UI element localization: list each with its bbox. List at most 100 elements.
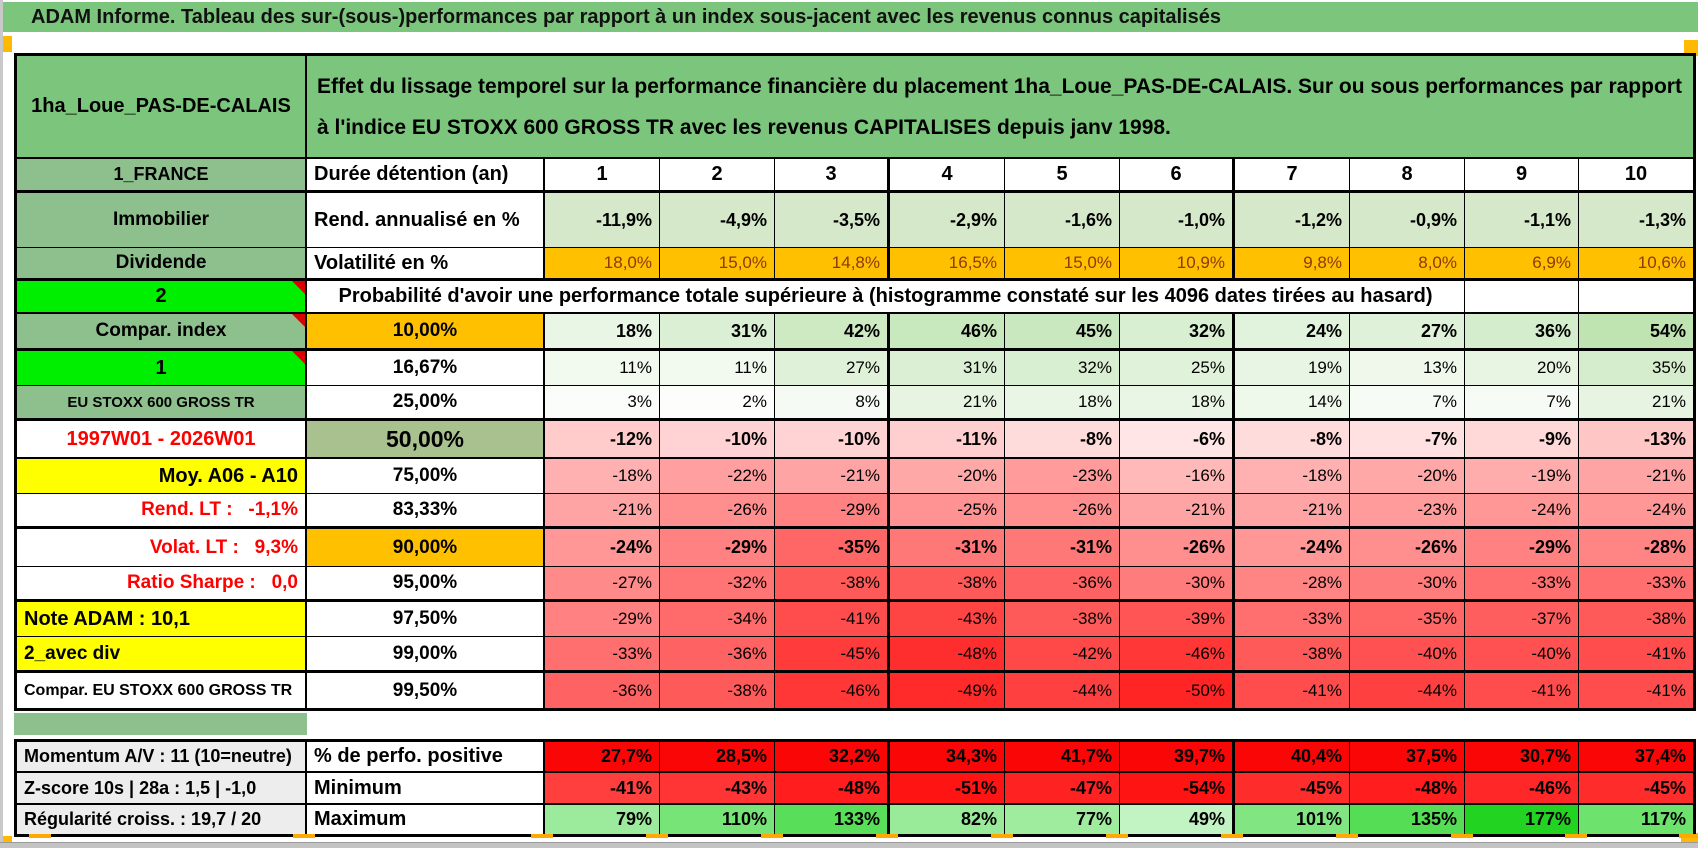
data-cell[interactable]: -24% [1579,494,1693,529]
data-cell[interactable]: -18% [545,459,660,494]
data-cell[interactable]: 9 [1465,159,1579,193]
data-cell[interactable]: -46% [1465,773,1579,805]
data-cell[interactable]: -26% [660,494,775,529]
data-cell[interactable]: 37,5% [1350,742,1465,773]
row-label-cell[interactable]: Volat. LT : 9,3% [17,529,307,567]
data-cell[interactable]: 10,6% [1579,248,1693,281]
data-cell[interactable]: -18% [1235,459,1350,494]
row-label-cell[interactable]: Régularité croiss. : 19,7 / 20 [17,805,307,834]
row-metric-cell[interactable]: 16,67% [307,351,545,386]
data-cell[interactable]: -1,3% [1579,193,1693,248]
data-cell[interactable]: -41% [1235,673,1350,708]
row-label-cell[interactable]: Dividende [17,248,307,281]
row-label-cell[interactable]: Immobilier [17,193,307,248]
data-cell[interactable]: -45% [1579,773,1693,805]
row-label-cell[interactable]: Compar. EU STOXX 600 GROSS TR [17,673,307,708]
data-cell[interactable]: -33% [1235,602,1350,637]
row-metric-cell[interactable]: Volatilité en % [307,248,545,281]
data-cell[interactable]: -0,9% [1350,193,1465,248]
empty-cell[interactable] [1579,281,1693,314]
data-cell[interactable]: 30,7% [1465,742,1579,773]
data-cell[interactable]: -41% [1465,673,1579,708]
data-cell[interactable]: 82% [890,805,1005,834]
probability-caption-cell[interactable]: Probabilité d'avoir une performance tota… [307,281,1465,314]
data-cell[interactable]: -54% [1120,773,1235,805]
data-cell[interactable]: -31% [1005,529,1120,567]
row-label-cell[interactable]: Ratio Sharpe : 0,0 [17,567,307,602]
data-cell[interactable]: -11,9% [545,193,660,248]
data-cell[interactable]: -44% [1350,673,1465,708]
data-cell[interactable]: 79% [545,805,660,834]
data-cell[interactable]: -49% [890,673,1005,708]
data-cell[interactable]: -38% [1235,637,1350,673]
data-cell[interactable]: -8% [1005,421,1120,459]
data-cell[interactable]: -41% [1579,673,1693,708]
data-cell[interactable]: -41% [1579,637,1693,673]
data-cell[interactable]: -36% [660,637,775,673]
data-cell[interactable]: -1,1% [1465,193,1579,248]
data-cell[interactable]: -33% [545,637,660,673]
data-cell[interactable]: 6 [1120,159,1235,193]
data-cell[interactable]: 35% [1579,351,1693,386]
data-cell[interactable]: 110% [660,805,775,834]
data-cell[interactable]: 32% [1120,314,1235,351]
data-cell[interactable]: -21% [1235,494,1350,529]
data-cell[interactable]: -26% [1350,529,1465,567]
data-cell[interactable]: -7% [1350,421,1465,459]
data-cell[interactable]: 37,4% [1579,742,1693,773]
data-cell[interactable]: -45% [775,637,890,673]
data-cell[interactable]: -30% [1120,567,1235,602]
data-cell[interactable]: 177% [1465,805,1579,834]
data-cell[interactable]: 42% [775,314,890,351]
data-cell[interactable]: 117% [1579,805,1693,834]
data-cell[interactable]: 15,0% [660,248,775,281]
data-cell[interactable]: -1,0% [1120,193,1235,248]
data-cell[interactable]: 7% [1465,386,1579,421]
data-cell[interactable]: 8% [775,386,890,421]
row-metric-cell[interactable]: 99,50% [307,673,545,708]
data-cell[interactable]: 21% [1579,386,1693,421]
data-cell[interactable]: -37% [1465,602,1579,637]
data-cell[interactable]: -36% [1005,567,1120,602]
data-cell[interactable]: -29% [775,494,890,529]
data-cell[interactable]: -39% [1120,602,1235,637]
row-metric-cell[interactable]: 25,00% [307,386,545,421]
data-cell[interactable]: 24% [1235,314,1350,351]
row-label-cell[interactable]: Note ADAM : 10,1 [17,602,307,637]
data-cell[interactable]: -43% [890,602,1005,637]
data-cell[interactable]: -29% [545,602,660,637]
row-metric-cell[interactable]: 75,00% [307,459,545,494]
data-cell[interactable]: -3,5% [775,193,890,248]
data-cell[interactable]: 10,9% [1120,248,1235,281]
data-cell[interactable]: -24% [1465,494,1579,529]
data-cell[interactable]: 14,8% [775,248,890,281]
row-label-cell[interactable]: 1997W01 - 2026W01 [17,421,307,459]
data-cell[interactable]: -38% [890,567,1005,602]
data-cell[interactable]: -38% [660,673,775,708]
data-cell[interactable]: 19% [1235,351,1350,386]
data-cell[interactable]: 18% [1120,386,1235,421]
data-cell[interactable]: 18% [1005,386,1120,421]
row-label-cell[interactable]: Moy. A06 - A10 [17,459,307,494]
row-metric-cell[interactable]: 83,33% [307,494,545,529]
data-cell[interactable]: -33% [1465,567,1579,602]
data-cell[interactable]: 34,3% [890,742,1005,773]
data-cell[interactable]: -9% [1465,421,1579,459]
data-cell[interactable]: -1,2% [1235,193,1350,248]
placement-name-cell[interactable]: 1ha_Loue_PAS-DE-CALAIS [17,56,307,159]
data-cell[interactable]: 2 [660,159,775,193]
data-cell[interactable]: 4 [890,159,1005,193]
row-label-cell[interactable]: 2 [17,281,307,314]
data-cell[interactable]: -34% [660,602,775,637]
data-cell[interactable]: -35% [775,529,890,567]
row-metric-cell[interactable]: 97,50% [307,602,545,637]
data-cell[interactable]: -21% [545,494,660,529]
data-cell[interactable]: -41% [545,773,660,805]
row-metric-cell[interactable]: Maximum [307,805,545,834]
data-cell[interactable]: -43% [660,773,775,805]
data-cell[interactable]: -48% [890,637,1005,673]
data-cell[interactable]: -26% [1120,529,1235,567]
data-cell[interactable]: -50% [1120,673,1235,708]
data-cell[interactable]: 11% [545,351,660,386]
row-metric-cell[interactable]: 90,00% [307,529,545,567]
